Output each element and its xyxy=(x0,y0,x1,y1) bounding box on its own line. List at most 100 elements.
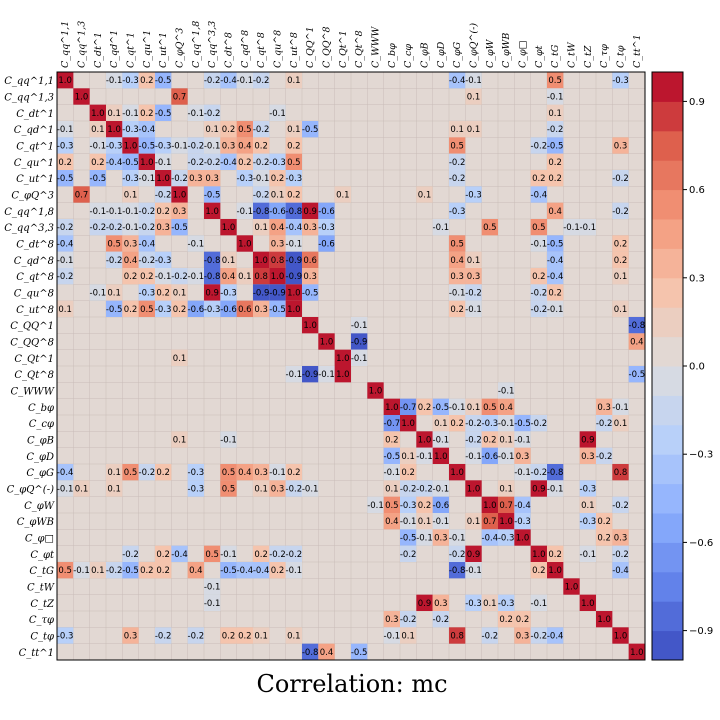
heatmap-cell xyxy=(236,202,253,219)
column-label: C_φ□ xyxy=(518,40,529,68)
cell-value-label: -0.1 xyxy=(237,76,254,86)
cell-value-label: 0.1 xyxy=(418,191,432,201)
cell-value-label: 1.0 xyxy=(287,289,301,299)
heatmap-cell xyxy=(302,366,319,383)
cell-value-label: -0.1 xyxy=(498,419,515,429)
heatmap-cell xyxy=(612,300,629,317)
cell-value-label: 0.1 xyxy=(107,468,121,478)
cell-value-label: 0.1 xyxy=(75,485,89,495)
cell-value-label: -0.2 xyxy=(106,566,123,576)
cell-value-label: -0.1 xyxy=(204,142,221,152)
cell-value-label: -0.3 xyxy=(400,501,417,511)
cell-value-label: -0.4 xyxy=(57,468,74,478)
cell-value-label: 0.4 xyxy=(499,403,513,413)
heatmap-cell xyxy=(253,464,270,481)
cell-value-label: -0.1 xyxy=(90,207,107,217)
row-label: C_qq^3,3 xyxy=(4,223,54,234)
cell-value-label: 0.2 xyxy=(156,289,170,299)
cell-value-label: 0.1 xyxy=(254,223,268,233)
cell-value-label: -0.4 xyxy=(237,566,254,576)
cell-value-label: -0.4 xyxy=(220,158,237,168)
cell-value-label: -0.2 xyxy=(106,223,123,233)
heatmap-cell xyxy=(530,137,547,154)
heatmap-cell xyxy=(628,333,645,350)
heatmap-cell xyxy=(547,545,564,562)
heatmap-cell xyxy=(383,464,400,481)
cell-value-label: -0.1 xyxy=(449,289,466,299)
cell-value-label: 0.1 xyxy=(548,109,562,119)
heatmap-cell xyxy=(106,562,123,579)
heatmap-cell xyxy=(498,480,515,497)
heatmap-cell xyxy=(481,529,498,546)
heatmap-cell xyxy=(547,268,564,285)
heatmap-cell xyxy=(269,251,286,268)
cell-value-label: 1.0 xyxy=(271,272,285,282)
colorbar-segment xyxy=(652,601,683,632)
cell-value-label: -0.1 xyxy=(449,403,466,413)
heatmap-cell xyxy=(236,137,253,154)
cell-value-label: 0.1 xyxy=(91,125,105,135)
heatmap-cell xyxy=(449,284,466,301)
heatmap-cell xyxy=(416,594,433,611)
cell-value-label: 0.8 xyxy=(614,468,628,478)
heatmap-cell xyxy=(416,529,433,546)
heatmap-cell xyxy=(612,170,629,187)
cell-value-label: 0.2 xyxy=(450,419,464,429)
cell-value-label: -0.2 xyxy=(612,174,629,184)
cell-value-label: -0.1 xyxy=(122,109,139,119)
row-label: C_tW xyxy=(27,583,55,594)
cell-value-label: -0.5 xyxy=(155,76,172,86)
cell-value-label: 0.3 xyxy=(516,452,530,462)
row-label: C_qu^1 xyxy=(14,158,54,169)
heatmap-cell xyxy=(465,88,482,105)
heatmap-cell xyxy=(302,480,319,497)
heatmap-cell xyxy=(138,251,155,268)
row-label: C_φB xyxy=(27,436,54,447)
heatmap-cell xyxy=(269,480,286,497)
heatmap-cell xyxy=(465,480,482,497)
cell-value-label: 0.2 xyxy=(271,174,285,184)
cell-value-label: -0.4 xyxy=(253,566,270,576)
cell-value-label: 0.3 xyxy=(222,142,236,152)
cell-value-label: 0.3 xyxy=(271,485,285,495)
cell-value-label: 1.0 xyxy=(581,599,595,609)
cell-value-label: -0.2 xyxy=(449,174,466,184)
cell-value-label: -0.1 xyxy=(433,485,450,495)
heatmap-cell xyxy=(57,235,74,252)
cell-value-label: -0.2 xyxy=(139,207,156,217)
cell-value-label: -0.9 xyxy=(286,256,303,266)
heatmap-cell xyxy=(302,268,319,285)
heatmap-cell xyxy=(514,513,531,530)
heatmap-cell xyxy=(122,137,139,154)
heatmap-cell xyxy=(400,611,417,628)
heatmap-cell xyxy=(498,594,515,611)
heatmap-cell xyxy=(449,235,466,252)
column-label: C_qu^1 xyxy=(142,30,153,68)
cell-value-label: 0.1 xyxy=(467,403,481,413)
heatmap-cell xyxy=(57,170,74,187)
cell-value-label: 0.2 xyxy=(614,256,628,266)
cell-value-label: -0.2 xyxy=(433,615,450,625)
heatmap-cell xyxy=(449,251,466,268)
colorbar-segment xyxy=(652,483,683,514)
heatmap-cell xyxy=(171,170,188,187)
cell-value-label: -0.4 xyxy=(286,223,303,233)
heatmap-cell xyxy=(236,121,253,138)
heatmap-cell xyxy=(302,317,319,334)
cell-value-label: 1.0 xyxy=(532,550,546,560)
cell-value-label: 0.2 xyxy=(124,272,138,282)
cell-value-label: -0.4 xyxy=(139,125,156,135)
cell-value-label: -0.8 xyxy=(449,566,466,576)
cell-value-label: -0.1 xyxy=(612,403,629,413)
cell-value-label: -0.1 xyxy=(90,289,107,299)
cell-value-label: -0.2 xyxy=(90,223,107,233)
cell-value-label: -0.8 xyxy=(547,468,564,478)
heatmap-cell xyxy=(204,121,221,138)
heatmap-cell xyxy=(89,202,106,219)
cell-value-label: 0.1 xyxy=(91,566,105,576)
heatmap-cell xyxy=(318,202,335,219)
heatmap-cell xyxy=(547,88,564,105)
heatmap-cell xyxy=(596,611,613,628)
heatmap-cell xyxy=(530,562,547,579)
heatmap-cell xyxy=(57,72,74,89)
